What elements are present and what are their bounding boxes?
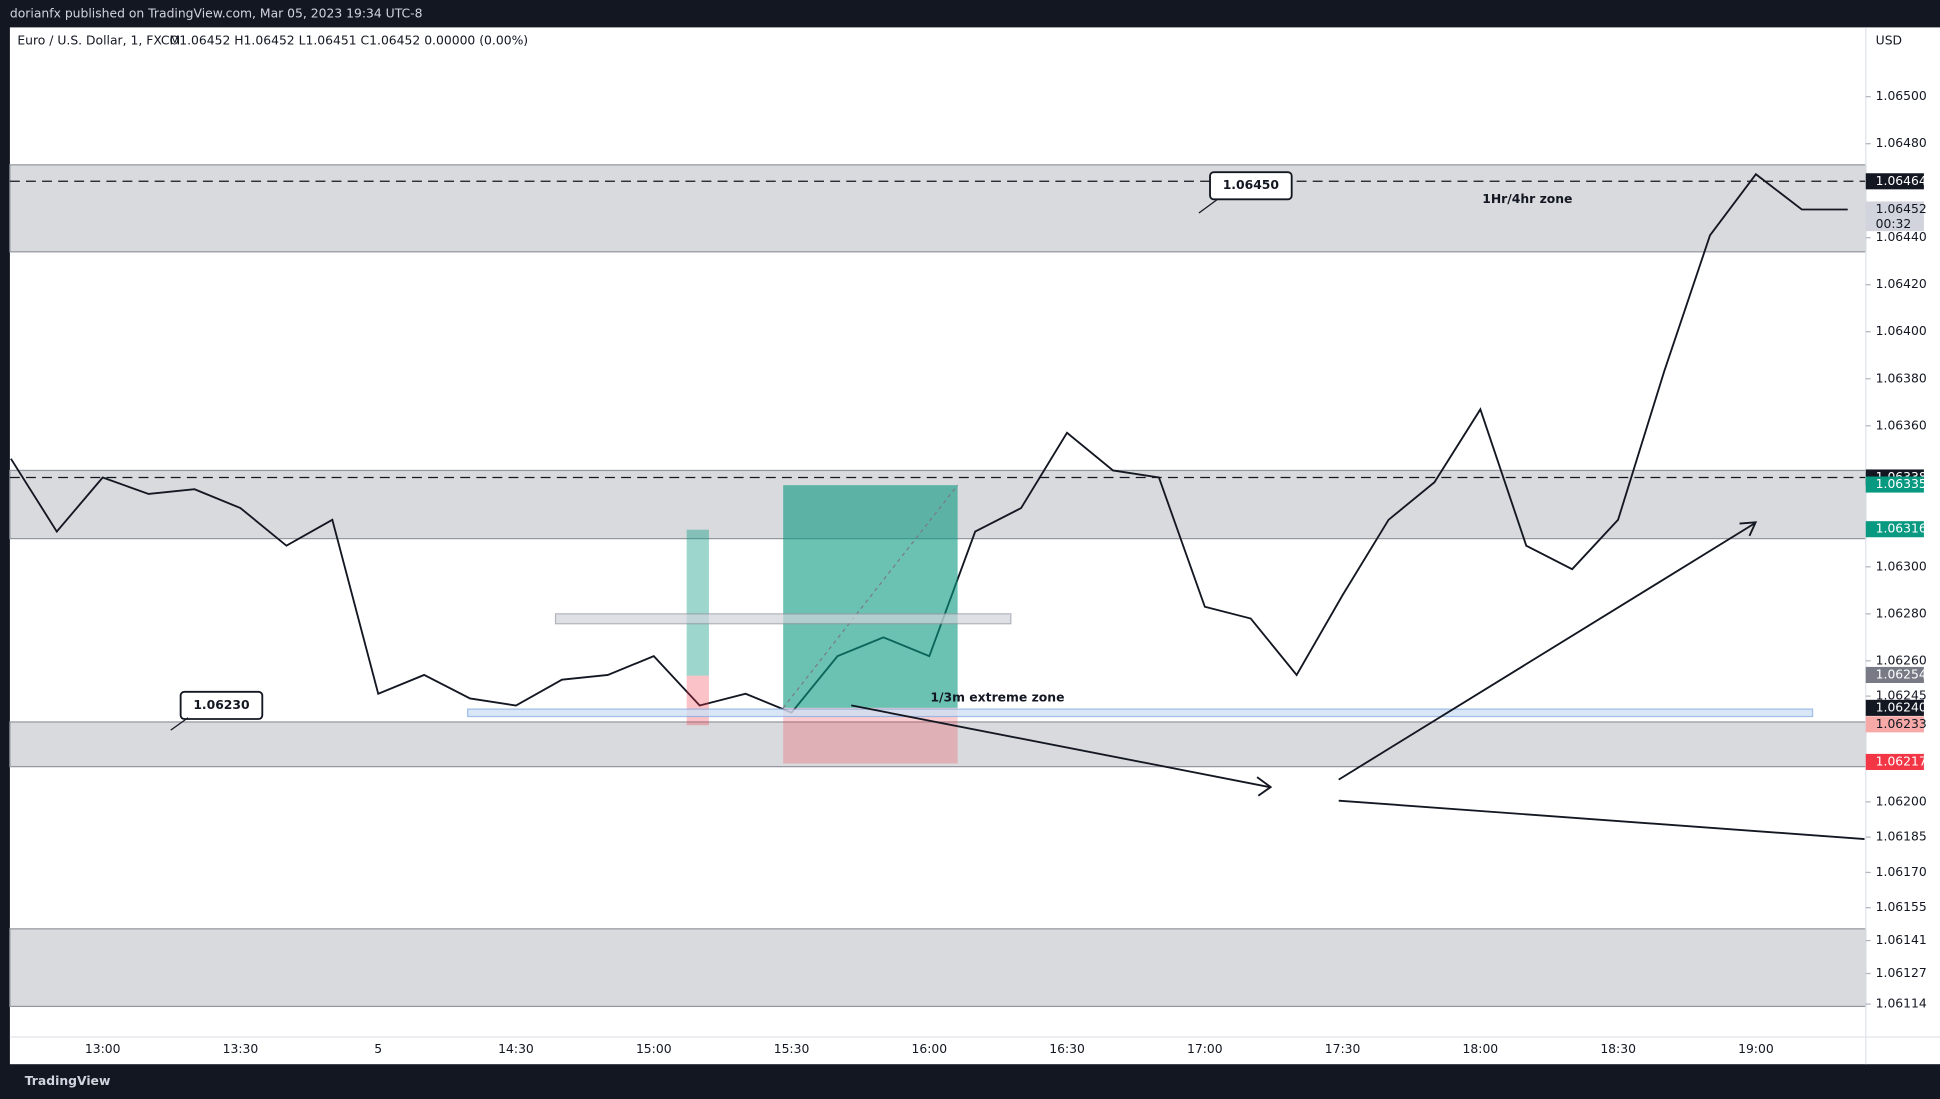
callout-text: 1.06450 — [1223, 178, 1280, 192]
y-tick-label: 1.06500 — [1876, 89, 1927, 103]
symbol: Euro / U.S. Dollar, 1, FXCM — [17, 33, 180, 47]
y-tick-label: 1.06260 — [1876, 653, 1927, 667]
y-tick-label: 1.06141 — [1876, 933, 1927, 947]
x-tick-label: 17:30 — [1325, 1042, 1361, 1056]
price-badge — [1865, 716, 1924, 733]
x-tick-label: 19:00 — [1738, 1042, 1774, 1056]
ohlc: O1.06452 H1.06452 L1.06451 C1.06452 0.00… — [170, 33, 529, 47]
zone — [9, 164, 1867, 253]
x-tick-label: 14:30 — [498, 1042, 534, 1056]
y-tick-label: 1.06245 — [1876, 689, 1927, 703]
price-badge-label: 1.06254 — [1876, 667, 1927, 681]
range-box — [467, 708, 1814, 718]
y-tick-label: 1.06400 — [1876, 324, 1927, 338]
trade-line — [782, 484, 959, 709]
stop-box — [783, 707, 958, 764]
publisher: dorianfx published on TradingView.com, M… — [10, 6, 423, 20]
zone — [9, 928, 1867, 1008]
y-tick-label: 1.06440 — [1876, 230, 1927, 244]
x-tick-label: 18:00 — [1463, 1042, 1499, 1056]
y-tick-label: 1.06360 — [1876, 418, 1927, 432]
x-tick-label: 17:00 — [1187, 1042, 1223, 1056]
x-tick-label: 16:30 — [1049, 1042, 1085, 1056]
y-tick-label: 1.06280 — [1876, 606, 1927, 620]
range-box — [554, 613, 1012, 625]
y-tick-label: 1.06185 — [1876, 830, 1927, 844]
y-tick-label: 1.06380 — [1876, 371, 1927, 385]
x-tick-label: 18:30 — [1600, 1042, 1636, 1056]
x-tick-label: 16:00 — [911, 1042, 947, 1056]
y-tick-label: 1.06300 — [1876, 559, 1927, 573]
price-badge-label: 1.06452 — [1876, 202, 1927, 216]
y-tick-label: 1.06170 — [1876, 865, 1927, 879]
price-badge — [1865, 666, 1924, 683]
zone-label: 1/3m extreme zone — [930, 690, 1064, 704]
price-axis: 1.06500 1.06480 1.06440 1.06420 1.06400 1.063… — [1865, 89, 1927, 1011]
price-badge — [1865, 699, 1924, 716]
price-badge-label: 1.06335 — [1876, 477, 1927, 491]
y-tick-label: 1.06114 — [1876, 997, 1927, 1011]
price-badge-label: 1.06316 — [1876, 522, 1927, 536]
price-badge — [1865, 521, 1924, 538]
price-badge-label: 1.06233 — [1876, 717, 1927, 731]
y-tick-label: 1.06480 — [1876, 136, 1927, 150]
price-badge-label: 1.06464 — [1876, 174, 1927, 188]
price-badge — [1865, 476, 1924, 493]
price-badge-label: 1.06217 — [1876, 754, 1927, 768]
callout-pointer — [170, 717, 189, 731]
price-badge — [1865, 201, 1924, 218]
callout-pointer — [1198, 198, 1218, 214]
currency: USD — [1876, 33, 1902, 47]
price-badge-label: 1.06240 — [1876, 700, 1927, 714]
stop-box — [686, 675, 709, 726]
x-tick-label: 5 — [374, 1042, 382, 1056]
y-tick-label: 1.06200 — [1876, 794, 1927, 808]
price-badge — [1865, 173, 1924, 190]
chart-area — [9, 27, 1940, 1065]
countdown: 00:32 — [1876, 217, 1912, 231]
target-box — [686, 529, 709, 676]
zone-label: 1Hr/4hr zone — [1482, 192, 1572, 206]
countdown-badge — [1865, 217, 1924, 232]
x-tick-label: 13:00 — [85, 1042, 121, 1056]
y-tick-label: 1.06155 — [1876, 900, 1927, 914]
callout-text: 1.06230 — [193, 698, 250, 712]
x-tick-label: 13:30 — [223, 1042, 259, 1056]
x-tick-label: 15:00 — [636, 1042, 672, 1056]
plot — [9, 164, 1867, 1008]
callout-box — [179, 690, 264, 720]
arrows — [851, 521, 1865, 840]
y-tick-label: 1.06420 — [1876, 277, 1927, 291]
footer-brand: TradingView — [25, 1074, 111, 1088]
callout-box — [1209, 171, 1293, 201]
x-tick-label: 15:30 — [774, 1042, 810, 1056]
price-badge — [1865, 753, 1924, 770]
y-tick-label: 1.06127 — [1876, 966, 1927, 980]
